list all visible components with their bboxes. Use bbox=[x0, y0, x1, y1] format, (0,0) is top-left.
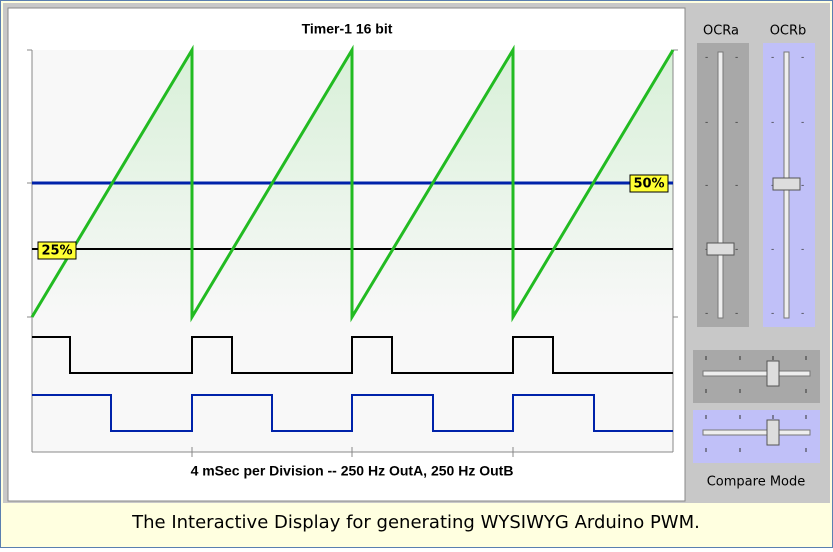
slider-a[interactable]: ---------- bbox=[697, 43, 749, 327]
svg-text:-: - bbox=[771, 245, 774, 255]
slider-a-label: OCRa bbox=[703, 24, 739, 39]
svg-text:-: - bbox=[801, 53, 804, 63]
svg-text:-: - bbox=[801, 181, 804, 191]
svg-text:-: - bbox=[735, 309, 738, 319]
svg-text:-: - bbox=[771, 309, 774, 319]
mode-slider-a[interactable] bbox=[693, 350, 820, 403]
svg-text:-: - bbox=[735, 53, 738, 63]
svg-text:-: - bbox=[705, 118, 708, 128]
marker-a-box bbox=[37, 241, 77, 260]
svg-text:-: - bbox=[705, 53, 708, 63]
sawtooth bbox=[30, 44, 675, 323]
slider-b-label: OCRb bbox=[770, 24, 807, 39]
mode-slider-b[interactable] bbox=[693, 410, 820, 463]
svg-text:-: - bbox=[801, 309, 804, 319]
plot-frame bbox=[27, 49, 678, 457]
svg-text:-: - bbox=[771, 53, 774, 63]
mode-label: Compare Mode bbox=[707, 475, 806, 490]
out-b-wave bbox=[32, 394, 673, 432]
svg-text:-: - bbox=[735, 245, 738, 255]
svg-text:-: - bbox=[735, 118, 738, 128]
footer-caption: The Interactive Display for generating W… bbox=[131, 512, 700, 533]
marker-b-box bbox=[629, 174, 669, 193]
svg-text:-: - bbox=[801, 245, 804, 255]
marker-a: 25% bbox=[41, 244, 72, 259]
svg-text:-: - bbox=[771, 118, 774, 128]
out-a-wave bbox=[32, 336, 673, 374]
plot-title: Timer-1 16 bit bbox=[302, 21, 393, 37]
slider-b[interactable]: ---------- bbox=[763, 43, 815, 327]
svg-text:-: - bbox=[801, 118, 804, 128]
svg-text:-: - bbox=[735, 181, 738, 191]
svg-text:-: - bbox=[705, 309, 708, 319]
svg-text:-: - bbox=[705, 181, 708, 191]
marker-b: 50% bbox=[633, 177, 664, 192]
plot-caption: 4 mSec per Division -- 250 Hz OutA, 250 … bbox=[191, 463, 514, 479]
